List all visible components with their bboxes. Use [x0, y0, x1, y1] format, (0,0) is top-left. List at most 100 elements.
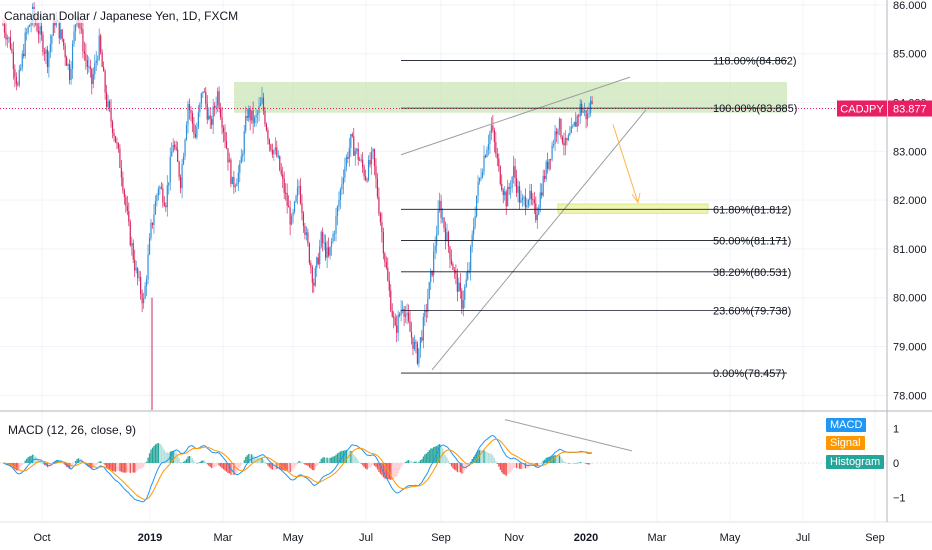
price-tick-label: 81.000	[893, 244, 927, 256]
histogram-bar	[520, 463, 522, 469]
candle-body	[342, 177, 344, 185]
candle-body	[246, 115, 248, 118]
candle-body	[271, 149, 273, 155]
candle-body	[276, 147, 278, 157]
candle-body	[322, 231, 324, 243]
histogram-bar	[339, 451, 342, 464]
histogram-bar	[205, 461, 207, 464]
candle-body	[548, 159, 550, 169]
histogram-bar	[259, 458, 262, 464]
candle-body	[430, 270, 432, 283]
candle-body	[214, 106, 216, 108]
histogram-bar	[234, 463, 237, 475]
candle-body	[585, 110, 587, 120]
candle-body	[484, 155, 487, 158]
histogram-bar	[270, 463, 272, 469]
histogram-bar	[120, 463, 123, 472]
candle-body	[329, 246, 331, 256]
histogram-bar	[480, 449, 482, 464]
fib-label: 50.00%(81.171)	[713, 236, 791, 248]
candle-body	[143, 298, 145, 304]
histogram-bar	[295, 463, 297, 466]
histogram-bar	[175, 452, 177, 464]
histogram-bar	[248, 453, 250, 464]
histogram-bar	[293, 463, 296, 468]
candle-body	[151, 222, 154, 225]
candle-body	[20, 67, 22, 70]
candle-body	[433, 251, 435, 276]
candle-body	[535, 203, 537, 221]
candle-body	[314, 267, 316, 286]
histogram-bar	[330, 457, 333, 464]
candle-body	[119, 148, 121, 168]
histogram-bar	[77, 458, 80, 464]
candle-body	[560, 118, 562, 138]
histogram-bar	[268, 463, 271, 468]
candle-body	[108, 101, 111, 109]
histogram-bar	[384, 463, 386, 479]
histogram-bar	[362, 463, 364, 466]
candle-body	[345, 157, 347, 167]
histogram-bar	[335, 454, 337, 464]
candle-body	[387, 267, 389, 281]
candle-body	[182, 156, 185, 165]
candle-body	[529, 190, 531, 201]
candle-body	[539, 192, 541, 208]
candle-body	[166, 185, 168, 208]
candle-body	[359, 159, 361, 161]
histogram-bar	[217, 463, 219, 466]
candle-body	[299, 185, 302, 204]
candle-body	[249, 109, 251, 121]
histogram-bar	[406, 460, 408, 464]
candle-body	[382, 232, 384, 254]
histogram-bar	[581, 462, 583, 464]
histogram-bar	[338, 452, 340, 464]
histogram-bar	[441, 448, 444, 464]
candle-body	[116, 142, 118, 144]
candle-body	[150, 222, 152, 238]
histogram-bar	[458, 463, 460, 473]
candle-body	[576, 115, 578, 127]
histogram-bar	[141, 463, 143, 469]
histogram-bar	[524, 463, 527, 469]
candle-body	[490, 125, 492, 133]
candle-body	[268, 139, 270, 145]
histogram-bar	[513, 463, 515, 469]
macd-divergence-line	[504, 419, 633, 452]
histogram-bar	[474, 454, 476, 464]
candle-body	[518, 186, 521, 203]
histogram-bar	[302, 463, 305, 464]
candle-body	[505, 191, 507, 207]
candle-body	[24, 32, 26, 56]
candle-body	[477, 181, 479, 196]
histogram-bar	[333, 456, 336, 464]
histogram-bar	[159, 443, 161, 464]
histogram-bar	[143, 463, 145, 468]
candle-body	[188, 103, 191, 111]
candle-body	[277, 156, 279, 158]
grid-lines	[0, 0, 887, 522]
histogram-bar	[455, 463, 457, 471]
candle-body	[208, 115, 210, 120]
candle-body	[242, 153, 244, 157]
candle-body	[92, 74, 94, 84]
candle-body	[476, 195, 478, 217]
candle-body	[153, 214, 155, 225]
histogram-bar	[459, 463, 462, 473]
histogram-bar	[202, 460, 204, 464]
histogram-bar	[385, 463, 388, 479]
candle-body	[419, 337, 421, 349]
candle-body	[120, 167, 122, 178]
candle-body	[310, 263, 312, 268]
candle-body	[317, 257, 319, 265]
histogram-bar	[106, 463, 108, 468]
candle-body	[486, 149, 488, 158]
candle-body	[14, 69, 16, 77]
candle-body	[5, 32, 7, 40]
histogram-bar	[199, 461, 201, 464]
fib-label: 0.00%(78.457)	[713, 368, 785, 380]
candle-body	[157, 188, 159, 195]
histogram-bar	[461, 463, 463, 474]
histogram-bar	[18, 463, 20, 470]
